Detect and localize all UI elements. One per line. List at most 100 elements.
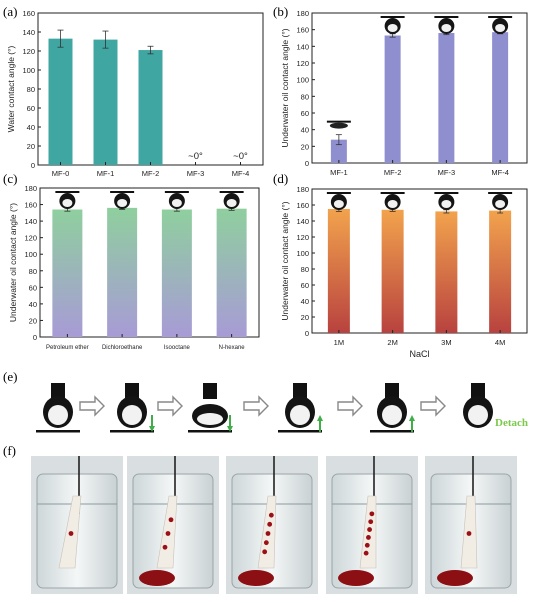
substrate-line <box>219 191 244 193</box>
y-tick-label: 20 <box>27 142 35 151</box>
needle-icon <box>385 383 399 399</box>
substrate-bar <box>370 430 414 433</box>
substrate-line <box>55 191 80 193</box>
hollow-arrow-icon <box>79 395 105 417</box>
y-tick-label: 0 <box>31 161 35 170</box>
droplet-icon <box>326 120 351 129</box>
y-tick-label: 20 <box>29 316 37 325</box>
drop-highlight <box>441 200 452 208</box>
droplet-icon <box>488 192 513 210</box>
droplet-icon <box>326 192 351 210</box>
up-arrow-head <box>317 415 323 421</box>
y-tick-label: 80 <box>301 265 309 274</box>
x-tick-label: 4M <box>495 338 505 347</box>
beaker-photo-2 <box>127 456 219 594</box>
y-tick-label: 40 <box>301 126 309 135</box>
chart-c: 0 20 40 60 80 100 120 140 160 180 Underwater oil c… <box>8 184 260 351</box>
down-arrow-head <box>149 426 155 432</box>
x-tick-label: Dichloroethane <box>102 345 143 351</box>
detach-sequence <box>36 383 493 433</box>
bar-MF-2 <box>384 35 401 163</box>
blood-drop <box>265 531 271 536</box>
y-tick-label: 160 <box>24 201 37 210</box>
blood-drop <box>466 531 472 536</box>
hollow-arrow-icon <box>337 395 363 417</box>
drop-core <box>468 405 488 425</box>
hollow-arrow-icon <box>420 395 446 417</box>
drop-core <box>197 413 223 425</box>
substrate-line <box>164 191 189 193</box>
y-tick-label: 160 <box>296 201 309 210</box>
blood-drop <box>162 544 168 550</box>
hollow-arrow-icon <box>157 395 183 417</box>
substrate-line <box>434 16 459 18</box>
bar-N-hexane <box>216 208 247 337</box>
drop-highlight <box>387 24 398 32</box>
blood-drop <box>262 549 268 555</box>
y-tick-label: 20 <box>301 313 309 322</box>
y-tick-label: 60 <box>301 109 309 118</box>
droplet-icon <box>219 191 244 209</box>
y-tick-label: 0 <box>305 159 309 168</box>
substrate-bar <box>110 430 154 433</box>
beaker-photo-4 <box>326 456 418 594</box>
y-axis-label: Underwater oil contact angle (°) <box>280 28 290 147</box>
panel-label-d: (d) <box>273 171 288 186</box>
y-tick-label: 180 <box>296 9 309 18</box>
chart-frame-b <box>311 12 528 164</box>
charts-group: 0 20 40 60 80 100 120 140 160 Water contact angle… <box>6 9 528 359</box>
step-arrow <box>337 395 363 417</box>
drop-highlight <box>387 200 398 208</box>
x-tick-label: MF-3 <box>187 169 205 178</box>
annotation-label: ~0° <box>188 151 203 162</box>
bar-2M <box>381 209 404 333</box>
x-tick-label: MF-2 <box>142 169 160 178</box>
needle-icon <box>293 383 307 399</box>
x-tick-label: N-hexane <box>219 345 246 351</box>
detach-step <box>36 383 80 433</box>
y-tick-label: 100 <box>24 250 37 259</box>
y-tick-label: 60 <box>27 104 35 113</box>
detach-step <box>110 383 155 433</box>
bar-4M <box>489 210 512 333</box>
beaker-photo-3 <box>226 456 318 594</box>
detach-step <box>463 383 493 428</box>
bar-MF-1 <box>330 139 347 163</box>
substrate-line <box>380 192 405 194</box>
drop-highlight <box>117 199 128 207</box>
oil-drop <box>329 122 348 129</box>
panel-label-b: (b) <box>273 4 288 19</box>
droplet-icon <box>110 191 135 209</box>
drop-core <box>290 405 310 425</box>
y-tick-label: 100 <box>22 66 35 75</box>
x-tick-label: Isooctane <box>164 345 191 351</box>
y-tick-label: 80 <box>27 85 35 94</box>
y-tick-label: 160 <box>296 26 309 35</box>
panel-label-a: (a) <box>3 4 17 19</box>
bar-MF-2 <box>138 50 163 165</box>
blood-pool <box>139 570 175 586</box>
x-axis-label: NaCl <box>409 349 429 359</box>
substrate-line <box>380 16 405 18</box>
y-tick-label: 60 <box>301 281 309 290</box>
y-tick-label: 140 <box>22 28 35 37</box>
y-tick-label: 120 <box>296 233 309 242</box>
blood-drop <box>267 521 273 527</box>
needle-icon <box>125 383 139 399</box>
y-tick-label: 0 <box>305 329 309 338</box>
y-tick-label: 120 <box>24 234 37 243</box>
x-tick-label: MF-2 <box>384 168 402 177</box>
detach-label: Detach <box>495 417 528 429</box>
y-tick-label: 40 <box>301 297 309 306</box>
x-tick-label: MF-1 <box>330 168 348 177</box>
needle-icon <box>203 383 217 399</box>
needle-icon <box>471 383 485 399</box>
panel-label-f: (f) <box>3 443 16 458</box>
y-tick-label: 140 <box>296 217 309 226</box>
blood-pool <box>238 570 274 586</box>
chart-frame-c <box>39 187 260 338</box>
step-arrow <box>420 395 446 417</box>
bar-MF-1 <box>93 39 118 165</box>
drop-highlight <box>226 199 237 207</box>
substrate-bar <box>278 430 322 433</box>
